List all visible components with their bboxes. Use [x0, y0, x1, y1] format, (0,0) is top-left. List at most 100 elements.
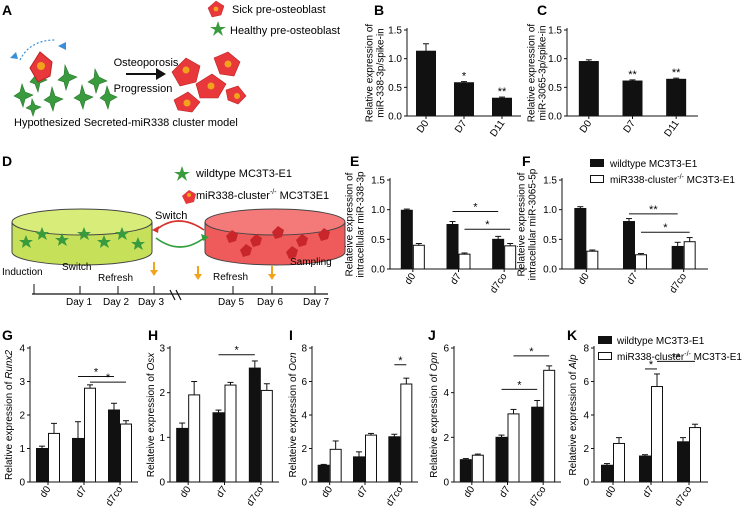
legend-k: wildtype MC3T3-E1 miR338-cluster-/- MC3T…: [598, 336, 742, 363]
chart-e-ylabel: Relateive expression of: [345, 172, 356, 276]
timeline: Induction Switch Refresh Refresh Samplin…: [2, 257, 332, 308]
chart-g-ytick-label: 1: [19, 444, 25, 455]
wildtype-dish: [11, 208, 153, 266]
chart-f-ytick-label: 0.0: [543, 265, 557, 276]
chart-b-xtick-label: D11: [488, 118, 507, 139]
chart-h-ytick-label: 3: [159, 344, 165, 355]
legend-f-filled-label: wildtype MC3T3-E1: [609, 159, 698, 170]
panel-letter-e: E: [350, 153, 359, 169]
healthy-cell-cluster: [13, 63, 118, 117]
panel-letter-i: I: [289, 327, 293, 343]
chart-c-significance: **: [672, 67, 681, 79]
chart-f-ylabel: Relateive expression of: [517, 172, 528, 276]
chart-j-bar: [543, 369, 556, 483]
chart-i-xtick-label: d0: [320, 484, 336, 500]
chart-g-significance: *: [94, 366, 99, 378]
chart-i-bar: [329, 448, 342, 483]
panel-letter-a: A: [2, 2, 12, 18]
chart-c-ylabel: miR-3065-3p/spike-in: [538, 25, 549, 120]
chart-h-ytick-label: 2: [159, 388, 165, 399]
chart-b-bar: [492, 97, 512, 117]
legend-f-open-label: miR338-cluster-/- MC3T3-E1: [610, 174, 735, 186]
panel-a-illustration: Osteoporosis Progression Sick pre-osteob…: [10, 0, 340, 129]
legend-sick-label: Sick pre-osteoblast: [232, 4, 326, 16]
chart-f-ylabel: intracellular miR-3065-5p: [528, 168, 539, 280]
chart-g-ytick-label: 2: [19, 411, 25, 422]
chart-k-significance: **: [672, 351, 681, 363]
chart-e-xtick-label: d0: [403, 271, 419, 287]
panel-letter-d: D: [2, 153, 12, 169]
chart-f-ytick-label: 1.0: [543, 205, 557, 216]
chart-h-bar: [212, 412, 225, 483]
chart-b-ylabel: Relative expression of: [365, 24, 376, 123]
chart-f-xtick-label: d7co: [668, 271, 690, 295]
timeline-day-2: Day 2: [103, 297, 130, 308]
chart-i-bar: [317, 464, 330, 483]
chart-j-bar: [531, 406, 544, 483]
chart-f-bar: [586, 250, 599, 270]
legend-k-open-label: miR338-cluster-/- MC3T3-E1: [617, 351, 742, 363]
chart-c: 0.0 0.5 1.0 1.5 D0 D7 D11 Relative expression o…: [527, 24, 698, 139]
chart-e-bar: [412, 244, 425, 270]
legend-ko-label: miR338-cluster-/- MC3T3E1: [196, 189, 329, 202]
chart-f-bar: [635, 254, 647, 270]
chart-b-ytick-label: 0.5: [388, 83, 402, 94]
chart-j-significance: *: [529, 346, 534, 358]
legend-wildtype-label: wildtype MC3T3-E1: [195, 168, 292, 180]
timeline-day-6: Day 6: [257, 297, 284, 308]
chart-e-ytick-label: 1.0: [371, 205, 385, 216]
chart-f-bar: [574, 207, 587, 270]
legend-k-filled-label: wildtype MC3T3-E1: [616, 336, 705, 347]
chart-k-bar: [613, 442, 625, 483]
chart-k-ytick-label: 2: [583, 444, 589, 455]
chart-b-significance: *: [462, 71, 467, 83]
chart-h-xtick-label: d0: [178, 484, 194, 500]
panel-letter-h: H: [148, 327, 158, 343]
chart-e-ytick-label: 1.5: [371, 176, 385, 187]
chart-g-bar: [84, 387, 96, 483]
chart-h-xtick-label: d7co: [245, 484, 267, 508]
chart-k-bar: [677, 441, 689, 483]
legend-f: wildtype MC3T3-E1 miR338-cluster-/- MC3T…: [590, 159, 735, 186]
chart-g-ylabel: Relative expression of Runx2: [4, 350, 15, 481]
chart-e-ytick-label: 0.0: [371, 265, 385, 276]
chart-f-bar: [683, 241, 696, 270]
legend-healthy-icon: [210, 21, 226, 36]
chart-e-bar: [492, 238, 505, 270]
chart-g-significance: *: [106, 372, 111, 384]
chart-g-bar: [72, 437, 84, 483]
chart-e-significance: *: [485, 219, 490, 231]
timeline-day-1: Day 1: [66, 297, 93, 308]
chart-h-bar: [188, 394, 201, 483]
legend-k-open-swatch: [598, 352, 612, 360]
chart-f-xtick-label: d7: [625, 271, 641, 287]
chart-b: 0.0 0.5 1.0 1.5 D0 D7 D11 Relative expression o…: [365, 24, 521, 139]
timeline-induction: Induction: [2, 267, 43, 278]
timeline-day-7: Day 7: [303, 297, 330, 308]
chart-e-bar: [400, 209, 413, 270]
legend-k-filled-swatch: [598, 336, 612, 344]
chart-c-significance: **: [628, 69, 637, 81]
chart-g-bar: [48, 432, 60, 483]
chart-g-bar: [36, 448, 48, 483]
chart-e-bar: [458, 253, 471, 270]
chart-k-ytick-label: 4: [583, 411, 589, 422]
chart-c-xtick-label: D7: [622, 118, 639, 135]
timeline-refresh-1: Refresh: [98, 273, 133, 284]
chart-i-significance: *: [398, 355, 403, 367]
chart-b-ytick-label: 1.0: [388, 54, 402, 65]
chart-j-xtick-label: d7co: [527, 484, 549, 508]
chart-c-bar: [622, 80, 643, 117]
switch-label: Switch: [155, 210, 187, 222]
sick-cell-group: [171, 51, 247, 113]
ko-dish: [204, 208, 346, 266]
chart-i-ytick-label: 4: [301, 411, 307, 422]
chart-j-bar: [495, 436, 508, 483]
chart-k-bar: [689, 427, 701, 483]
panel-letter-k: K: [567, 327, 577, 343]
panel-d-schematic: wildtype MC3T3-E1 miR338-cluster-/- MC3T…: [2, 166, 346, 308]
chart-c-xtick-label: D0: [578, 118, 595, 135]
panel-letter-g: G: [2, 327, 13, 343]
chart-i-ytick-label: 2: [301, 444, 307, 455]
